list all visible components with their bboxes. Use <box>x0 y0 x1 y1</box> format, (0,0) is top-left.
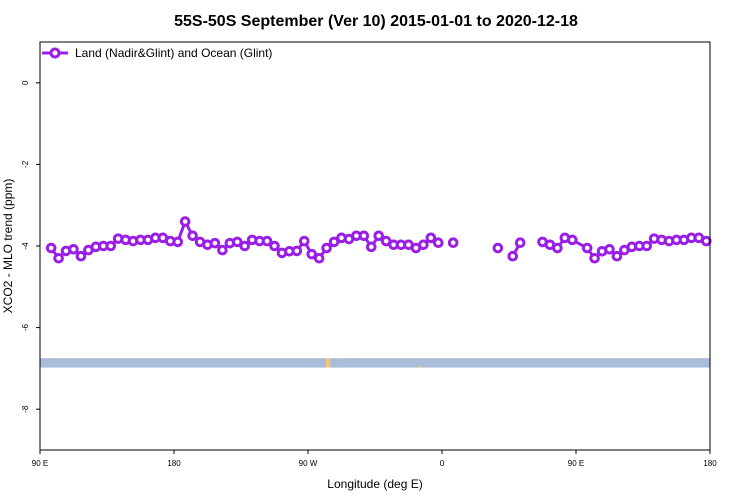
map-land-patch <box>337 359 339 361</box>
data-point <box>306 248 318 260</box>
y-axis: 0 -2 -4 -6 -8 <box>21 80 40 413</box>
data-point <box>611 250 623 262</box>
data-point <box>641 240 653 252</box>
map-ocean-band <box>40 358 710 368</box>
data-point <box>231 236 243 248</box>
data-point <box>261 235 273 247</box>
x-tick-label: 90 E <box>568 459 584 468</box>
data-point <box>328 236 340 248</box>
y-tick-label: -4 <box>21 242 30 250</box>
data-point <box>432 237 444 249</box>
data-point <box>53 252 64 264</box>
y-axis-label: XCO2 - MLO trend (ppm) <box>1 179 15 314</box>
data-point <box>313 252 325 264</box>
y-tick-label: 0 <box>21 80 30 85</box>
map-land-patch <box>325 358 331 368</box>
x-axis: 90 E 180 90 W 0 90 E 180 <box>32 450 717 468</box>
map-strip <box>40 358 710 368</box>
data-point <box>217 244 228 256</box>
data-point <box>269 240 280 252</box>
chart-title: 55S-50S September (Ver 10) 2015-01-01 to… <box>174 13 578 30</box>
data-point <box>68 243 79 255</box>
data-point <box>75 250 87 262</box>
data-point <box>105 240 117 252</box>
y-tick-label: -2 <box>21 160 30 168</box>
data-point <box>373 230 385 242</box>
data-point <box>209 237 221 249</box>
data-point <box>45 242 57 254</box>
data-point <box>425 232 437 244</box>
data-point <box>604 243 615 255</box>
data-point <box>298 235 310 247</box>
data-point <box>447 237 459 249</box>
legend: Land (Nadir&Glint) and Ocean (Glint) <box>42 46 272 60</box>
legend-entry: Land (Nadir&Glint) and Ocean (Glint) <box>75 46 272 60</box>
data-point <box>187 230 198 242</box>
data-point <box>700 235 712 247</box>
series-layer <box>45 216 712 264</box>
data-point <box>589 252 600 264</box>
data-point <box>418 239 429 251</box>
data-point <box>581 242 593 254</box>
data-point <box>552 242 563 254</box>
data-point <box>365 241 377 253</box>
data-point <box>566 234 578 246</box>
x-tick-label: 180 <box>167 459 181 468</box>
x-axis-label: Longitude (deg E) <box>327 477 422 491</box>
data-point <box>321 242 332 254</box>
data-point <box>291 245 303 257</box>
y-tick-label: -6 <box>21 323 30 331</box>
data-point <box>507 250 519 262</box>
map-land-patch <box>419 365 422 368</box>
data-point <box>239 240 251 252</box>
data-point <box>358 230 370 242</box>
data-point <box>492 242 504 254</box>
y-tick-label: -8 <box>21 405 30 413</box>
x-tick-label: 90 E <box>32 459 48 468</box>
legend-marker-swatch <box>49 47 61 59</box>
data-point <box>514 237 526 249</box>
x-tick-label: 180 <box>703 459 717 468</box>
data-point <box>179 216 191 227</box>
x-tick-label: 0 <box>440 459 445 468</box>
x-tick-label: 90 W <box>299 459 318 468</box>
data-point <box>172 236 184 248</box>
